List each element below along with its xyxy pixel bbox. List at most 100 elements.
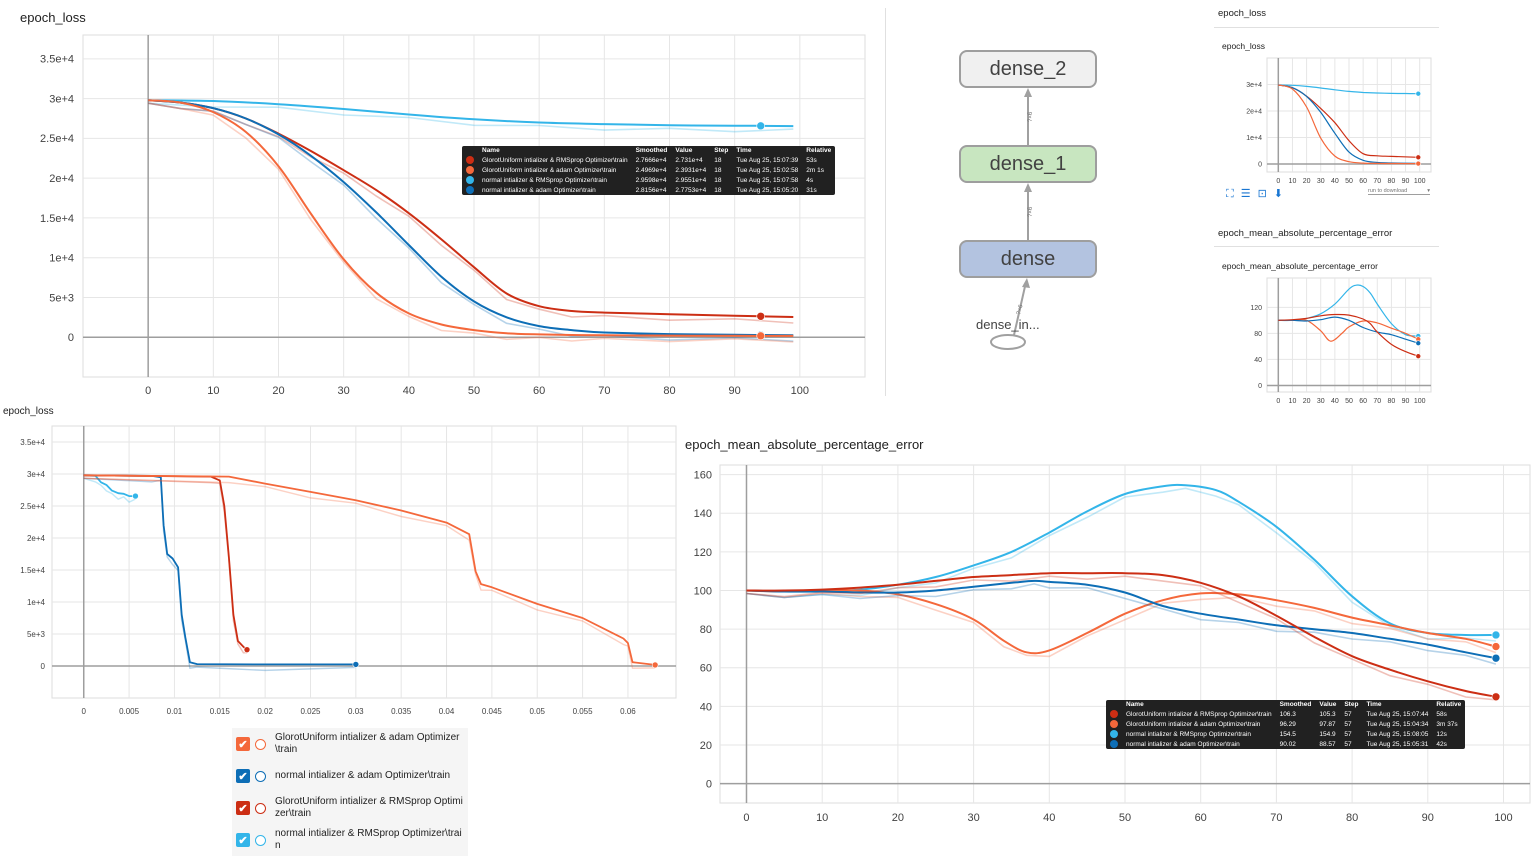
run-checkbox[interactable]: ✔ — [236, 801, 250, 815]
mini-loss-chart[interactable]: 0 10 20 30 40 50 60 70 80 90 100 0 1e+4 2e+4 3e+4 — [1225, 52, 1435, 187]
series-marker[interactable] — [1415, 90, 1422, 97]
y-tick-label: 80 — [700, 624, 712, 636]
tooltip-row: normal intializer & RMSprop Optimizer\tr… — [462, 175, 835, 185]
mini-mape-header: epoch_mean_absolute_percentage_error — [1218, 228, 1393, 239]
run-checkbox[interactable]: ✔ — [236, 769, 250, 783]
graph-node-dense[interactable]: dense — [959, 240, 1097, 278]
series-marker[interactable] — [1491, 692, 1501, 702]
y-tick-label: 5e+3 — [27, 630, 46, 639]
download-icon[interactable]: ⬇ — [1273, 188, 1284, 200]
series-line[interactable] — [148, 99, 794, 337]
series-marker[interactable] — [1415, 160, 1422, 167]
series-marker[interactable] — [1415, 154, 1422, 161]
x-tick-label: 90 — [729, 385, 741, 397]
x-tick-label: 0.005 — [119, 707, 140, 716]
x-tick-label: 100 — [1414, 178, 1426, 185]
x-tick-label: 40 — [1331, 178, 1339, 185]
tooltip-smoothed: 90.02 — [1279, 740, 1296, 748]
x-tick-label: 50 — [1345, 398, 1353, 405]
series-line[interactable] — [148, 99, 794, 318]
tooltip-relative: 12s — [1436, 730, 1447, 738]
series-marker[interactable] — [756, 331, 766, 341]
tooltip-smoothed: 96.29 — [1279, 720, 1296, 728]
arrow-head-icon — [1024, 183, 1032, 192]
series-line[interactable] — [1278, 84, 1419, 95]
tooltip-smoothed: 2.9598e+4 — [635, 176, 667, 184]
series-line[interactable] — [83, 474, 356, 666]
series-line[interactable] — [83, 474, 656, 666]
run-color-icon[interactable] — [255, 802, 266, 814]
series-line[interactable] — [746, 579, 1497, 660]
tooltip-swatch — [462, 155, 478, 165]
tooltip-value: 88.57 — [1319, 740, 1336, 748]
series-marker[interactable] — [651, 661, 659, 669]
legend-item[interactable]: ✔ GlorotUniform intializer & RMSprop Opti… — [232, 792, 468, 824]
series-marker[interactable] — [352, 661, 360, 668]
fullscreen-icon[interactable]: ⛶ — [1226, 188, 1234, 200]
run-checkbox[interactable]: ✔ — [236, 833, 250, 847]
big-mape-chart[interactable]: 0 10 20 30 40 50 60 70 80 90 100 0 20 40 60 80 100 120 140… — [680, 455, 1538, 830]
series-line[interactable] — [148, 99, 794, 337]
x-tick-label: 0 — [743, 812, 749, 824]
series-marker[interactable] — [1415, 353, 1422, 359]
y-tick-label: 1e+4 — [27, 598, 46, 607]
series-line[interactable] — [83, 474, 136, 497]
series-marker[interactable] — [1415, 340, 1422, 346]
series-raw-line — [746, 583, 1497, 665]
tooltip-step: 57 — [1344, 710, 1352, 718]
y-tick-label: 3e+4 — [27, 470, 46, 479]
legend-item[interactable]: ✔ GlorotUniform intializer & adam Optimiz… — [232, 728, 468, 760]
y-tick-label: 140 — [694, 508, 712, 520]
rel-loss-title: epoch_loss — [3, 406, 54, 417]
edge-label: ?×6 — [1016, 303, 1025, 315]
tooltip-step: 18 — [714, 186, 722, 194]
run-color-icon[interactable] — [255, 834, 266, 846]
series-marker[interactable] — [1491, 653, 1501, 663]
main-loss-chart[interactable]: 0 10 20 30 40 50 60 70 80 90 100 0 5e+3 1e+4 1.5e+4 2e+… — [0, 0, 885, 405]
graph-node-label: dense_1 — [989, 152, 1067, 175]
series-line[interactable] — [1278, 84, 1419, 164]
mini-mape-chart[interactable]: 0 10 20 30 40 50 60 70 80 90 100 0 40 80 120 — [1225, 272, 1435, 407]
fit-domain-icon[interactable]: ⊡ — [1257, 188, 1267, 200]
series-line[interactable] — [746, 572, 1497, 698]
tooltip-name: normal intializer & RMSprop Optimizer\tr… — [482, 176, 607, 184]
tooltip-header-row: Name Smoothed Value Step Time Relative — [462, 146, 835, 155]
series-line[interactable] — [1278, 313, 1419, 357]
x-tick-label: 0.025 — [300, 707, 321, 716]
run-color-icon[interactable] — [255, 738, 266, 750]
rel-loss-chart[interactable]: 0 0.005 0.01 0.015 0.02 0.025 0.03 0.035 0.04 0.0… — [0, 418, 680, 720]
series-line[interactable] — [83, 474, 248, 651]
legend-item[interactable]: ✔ normal intializer & RMSprop Optimizer\t… — [232, 824, 468, 856]
series-marker[interactable] — [132, 492, 139, 500]
tooltip-relative: 58s — [1436, 710, 1447, 718]
input-node-icon[interactable] — [990, 334, 1026, 350]
series-line[interactable] — [1278, 318, 1419, 342]
series-line[interactable] — [1278, 84, 1419, 165]
series-line[interactable] — [148, 99, 794, 128]
graph-node-dense-2[interactable]: dense_2 — [959, 50, 1097, 88]
series-raw-line — [148, 102, 794, 133]
graph-node-dense-1[interactable]: dense_1 — [959, 145, 1097, 183]
series-line[interactable] — [746, 483, 1496, 637]
run-to-download-select[interactable]: run to download ▾ — [1368, 188, 1430, 195]
run-checkbox[interactable]: ✔ — [236, 737, 250, 751]
x-tick-label: 10 — [1289, 178, 1297, 185]
series-marker[interactable] — [243, 646, 251, 653]
x-tick-label: 20 — [1303, 398, 1311, 405]
tooltip-smoothed: 154.5 — [1279, 730, 1296, 738]
series-marker[interactable] — [756, 121, 766, 131]
log-scale-icon[interactable]: ☰ — [1240, 188, 1251, 200]
x-tick-label: 30 — [1317, 398, 1325, 405]
run-color-icon[interactable] — [255, 770, 266, 782]
y-tick-label: 2e+4 — [1246, 108, 1262, 115]
series-marker[interactable] — [1491, 630, 1501, 640]
y-tick-label: 160 — [694, 470, 712, 482]
series-line[interactable] — [1278, 284, 1419, 337]
tooltip-swatch — [462, 165, 478, 175]
series-marker[interactable] — [756, 311, 766, 321]
series-line[interactable] — [1278, 316, 1419, 344]
series-marker[interactable] — [1491, 642, 1501, 651]
series-color-icon — [1110, 710, 1118, 718]
legend-item[interactable]: ✔ normal intializer & adam Optimizer\trai… — [232, 760, 468, 792]
y-tick-label: 60 — [700, 663, 712, 675]
